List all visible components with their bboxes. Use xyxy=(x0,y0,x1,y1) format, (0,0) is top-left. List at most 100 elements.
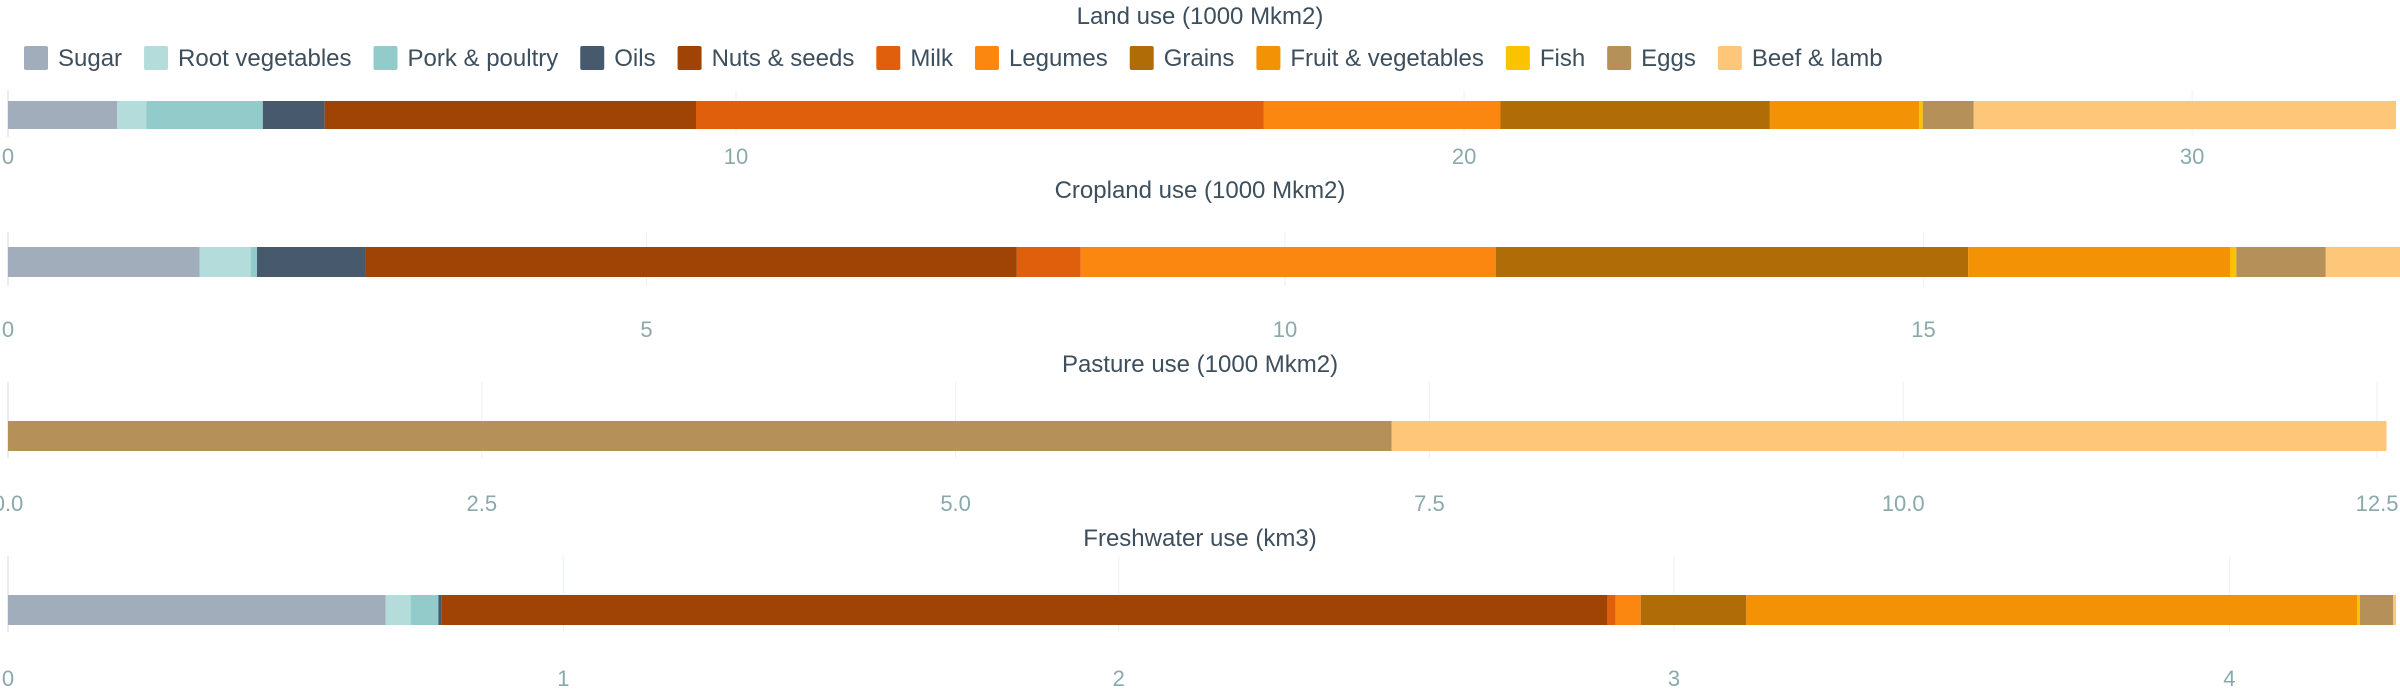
bar-segment-eggs[interactable] xyxy=(8,421,1392,451)
bar-segment-eggs[interactable] xyxy=(1922,101,1974,129)
bar-segment-eggs[interactable] xyxy=(2236,247,2326,277)
legend-label-legumes: Legumes xyxy=(1009,45,1108,72)
bar-segment-pork-and-poultry[interactable] xyxy=(146,101,263,129)
legend-label-sugar: Sugar xyxy=(58,45,122,72)
legend-swatch-fish xyxy=(1505,46,1530,70)
legend-label-beef-and-lamb: Beef & lamb xyxy=(1752,45,1883,72)
bar-segment-milk[interactable] xyxy=(1016,247,1081,277)
bar-segment-legumes[interactable] xyxy=(1615,595,1641,625)
tick-label: 0 xyxy=(2,144,14,169)
bar-segment-legumes[interactable] xyxy=(1080,247,1496,277)
legend-item-oils[interactable]: Oils xyxy=(580,45,656,72)
legend-label-eggs: Eggs xyxy=(1641,45,1696,72)
bar-segment-milk[interactable] xyxy=(1607,595,1616,625)
bar-segment-grains[interactable] xyxy=(1640,595,1747,625)
legend-item-nuts-and-seeds[interactable]: Nuts & seeds xyxy=(677,45,855,72)
bar-segment-beef-and-lamb[interactable] xyxy=(2393,595,2396,625)
legend-swatch-sugar xyxy=(24,46,48,70)
legend-label-pork-and-poultry: Pork & poultry xyxy=(408,45,559,72)
legend-item-grains[interactable]: Grains xyxy=(1129,45,1235,72)
bar-segment-nuts-and-seeds[interactable] xyxy=(441,595,1608,625)
bar-segment-beef-and-lamb[interactable] xyxy=(1973,101,2396,129)
tick-label: 10 xyxy=(1273,317,1297,342)
bar-segment-oils[interactable] xyxy=(257,247,366,277)
panel-cropland-use-1000-mkm2: Cropland use (1000 Mkm2) 0 5 10 15 xyxy=(2,177,2400,342)
bar-segment-nuts-and-seeds[interactable] xyxy=(365,247,1017,277)
legend-swatch-eggs xyxy=(1607,46,1632,70)
legend-item-sugar[interactable]: Sugar xyxy=(24,45,122,72)
panel-freshwater-use-km3: Freshwater use (km3) 0 1 2 3 4 xyxy=(2,525,2396,691)
legend-swatch-pork-and-poultry xyxy=(373,46,398,70)
bar-segment-root-vegetables[interactable] xyxy=(199,247,251,277)
legend-swatch-milk xyxy=(876,46,901,70)
bar-segment-fruit-and-vegetables[interactable] xyxy=(1769,101,1920,129)
bar-segment-fish[interactable] xyxy=(1919,101,1923,129)
bar-segment-legumes[interactable] xyxy=(1263,101,1501,129)
panel-title: Cropland use (1000 Mkm2) xyxy=(1055,177,1346,204)
bar-segment-sugar[interactable] xyxy=(8,247,200,277)
bar-segment-sugar[interactable] xyxy=(8,595,386,625)
legend-item-milk[interactable]: Milk xyxy=(876,45,954,72)
legend-label-fruit-and-vegetables: Fruit & vegetables xyxy=(1290,45,1483,72)
legend-label-fish: Fish xyxy=(1540,45,1585,72)
legend-label-grains: Grains xyxy=(1164,45,1235,72)
bar-segment-beef-and-lamb[interactable] xyxy=(2325,247,2400,277)
tick-label: 12.5 xyxy=(2356,491,2399,516)
bar-segment-nuts-and-seeds[interactable] xyxy=(324,101,697,129)
bar-segment-fruit-and-vegetables[interactable] xyxy=(1746,595,2358,625)
legend-label-nuts-and-seeds: Nuts & seeds xyxy=(712,45,855,72)
tick-label: 30 xyxy=(2180,144,2204,169)
tick-label: 10.0 xyxy=(1882,491,1925,516)
legend-label-milk: Milk xyxy=(910,45,954,72)
tick-label: 5 xyxy=(640,317,652,342)
legend-item-fruit-and-vegetables[interactable]: Fruit & vegetables xyxy=(1256,45,1484,72)
legend-item-legumes[interactable]: Legumes xyxy=(974,45,1108,72)
bar-segment-oils[interactable] xyxy=(262,101,325,129)
bar-segment-sugar[interactable] xyxy=(8,101,118,129)
legend-swatch-grains xyxy=(1129,46,1154,70)
legend: Sugar Root vegetables Pork & poultry Oils Nu… xyxy=(24,45,1883,72)
bar-segment-grains[interactable] xyxy=(1495,247,1969,277)
panel-land-use-1000-mkm2: Land use (1000 Mkm2) 0 10 20 30 xyxy=(2,3,2396,169)
tick-label: 0.0 xyxy=(0,491,23,516)
panel-title: Pasture use (1000 Mkm2) xyxy=(1062,351,1338,378)
legend-item-pork-and-poultry[interactable]: Pork & poultry xyxy=(373,45,559,72)
bar-segment-root-vegetables[interactable] xyxy=(385,595,411,625)
legend-item-root-vegetables[interactable]: Root vegetables xyxy=(144,45,352,72)
legend-swatch-root-vegetables xyxy=(144,46,169,70)
tick-label: 15 xyxy=(1911,317,1935,342)
tick-label: 4 xyxy=(2223,666,2235,691)
panel-title: Freshwater use (km3) xyxy=(1083,525,1316,552)
bar-segment-pork-and-poultry[interactable] xyxy=(250,247,258,277)
tick-label: 5.0 xyxy=(940,491,971,516)
tick-label: 10 xyxy=(724,144,748,169)
bar-segment-eggs[interactable] xyxy=(2359,595,2394,625)
bar-segment-fish[interactable] xyxy=(2357,595,2360,625)
tick-label: 20 xyxy=(1452,144,1476,169)
tick-label: 2 xyxy=(1113,666,1125,691)
legend-item-fish[interactable]: Fish xyxy=(1505,45,1585,72)
bar-segment-oils[interactable] xyxy=(438,595,442,625)
tick-label: 7.5 xyxy=(1414,491,1445,516)
legend-swatch-oils xyxy=(580,46,605,70)
bar-segment-beef-and-lamb[interactable] xyxy=(1391,421,2387,451)
panel-title: Land use (1000 Mkm2) xyxy=(1077,3,1324,30)
bar-segment-fish[interactable] xyxy=(2229,247,2237,277)
legend-item-beef-and-lamb[interactable]: Beef & lamb xyxy=(1717,45,1883,72)
bar-segment-grains[interactable] xyxy=(1500,101,1770,129)
tick-label: 2.5 xyxy=(467,491,498,516)
tick-label: 0 xyxy=(2,666,14,691)
legend-swatch-legumes xyxy=(974,46,999,70)
legend-item-eggs[interactable]: Eggs xyxy=(1607,45,1696,72)
tick-label: 3 xyxy=(1668,666,1680,691)
bar-segment-root-vegetables[interactable] xyxy=(117,101,147,129)
legend-swatch-nuts-and-seeds xyxy=(677,46,702,70)
tick-label: 0 xyxy=(2,317,14,342)
legend-label-root-vegetables: Root vegetables xyxy=(178,45,351,72)
tick-label: 1 xyxy=(557,666,569,691)
legend-swatch-beef-and-lamb xyxy=(1717,46,1742,70)
bar-segment-fruit-and-vegetables[interactable] xyxy=(1968,247,2230,277)
bar-segment-pork-and-poultry[interactable] xyxy=(410,595,439,625)
bar-segment-milk[interactable] xyxy=(696,101,1264,129)
